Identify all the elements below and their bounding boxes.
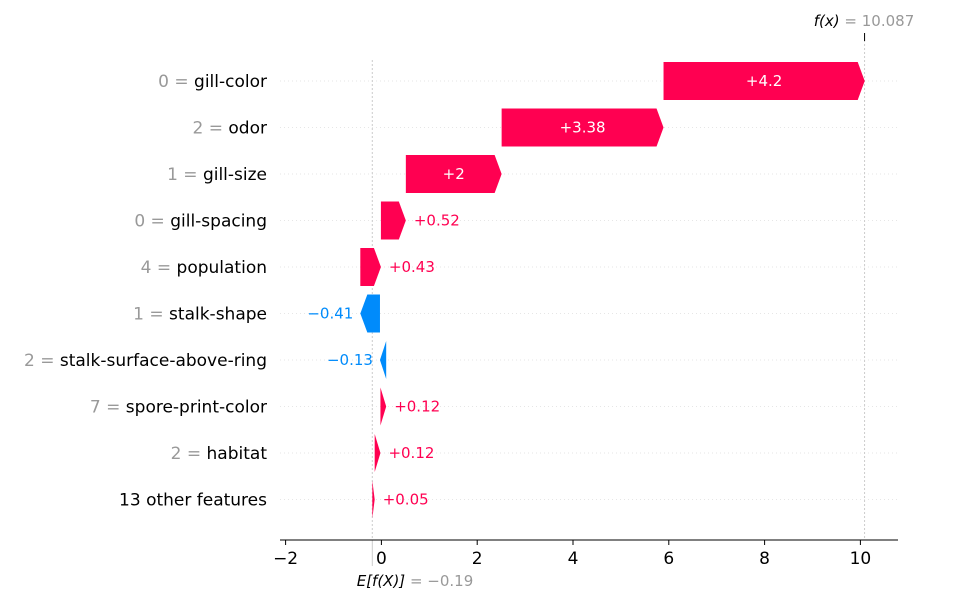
contribution-label: +0.12 — [394, 398, 440, 416]
feature-label: 1 = gill-size — [167, 165, 267, 185]
contribution-label: +0.43 — [389, 258, 435, 276]
x-tick-label: 6 — [663, 549, 674, 569]
waterfall-bar — [360, 294, 380, 333]
feature-value: 4 = — [141, 258, 177, 278]
fx-label: f(x) — [814, 12, 840, 30]
feature-label: 4 = population — [141, 258, 267, 278]
base-label: E[f(X)] — [357, 572, 406, 590]
x-axis: −2 0 2 4 6 8 10 — [273, 539, 898, 569]
feature-value: 7 = — [90, 398, 126, 418]
contribution-label: −0.13 — [327, 351, 373, 369]
feature-label: 1 = stalk-shape — [133, 305, 267, 325]
feature-name: gill-spacing — [170, 212, 267, 232]
x-tick-label: 4 — [568, 549, 579, 569]
bar-layer — [360, 62, 865, 519]
feature-name: habitat — [207, 444, 268, 464]
contribution-label: +4.2 — [746, 72, 782, 90]
contribution-label: −0.41 — [307, 305, 353, 323]
feature-label: 0 = gill-color — [158, 72, 267, 92]
x-tick-label: 8 — [759, 549, 770, 569]
waterfall-bar — [501, 108, 664, 147]
feature-name: odor — [228, 119, 267, 139]
x-tick-label: −2 — [273, 549, 298, 569]
feature-name: population — [177, 258, 267, 278]
base-value: = −0.19 — [410, 572, 473, 590]
feature-name: stalk-shape — [169, 305, 267, 325]
waterfall-bar — [380, 201, 406, 240]
feature-value: 0 = — [134, 212, 170, 232]
feature-label: 13 other features — [119, 491, 267, 511]
feature-value: 0 = — [158, 72, 194, 92]
waterfall-bar — [380, 387, 387, 426]
contribution-label: +0.05 — [383, 491, 429, 509]
x-tick-label: 0 — [376, 549, 387, 569]
contribution-label: +2 — [443, 165, 465, 183]
feature-name: stalk-surface-above-ring — [60, 351, 267, 371]
feature-name: spore-print-color — [126, 398, 267, 418]
x-tick-label: 2 — [472, 549, 483, 569]
feature-label: 2 = habitat — [171, 444, 268, 464]
contribution-label: +0.12 — [388, 444, 434, 462]
feature-label: 2 = odor — [193, 119, 267, 139]
waterfall-bar — [374, 434, 381, 472]
feature-name: gill-color — [194, 72, 267, 92]
feature-value: 1 = — [133, 305, 169, 325]
waterfall-bar — [372, 480, 375, 519]
x-tick-label: 10 — [850, 549, 872, 569]
feature-value: 2 = — [193, 119, 229, 139]
feature-name: 13 other features — [119, 491, 267, 511]
waterfall-bar — [379, 341, 387, 379]
feature-value: 2 = — [171, 444, 207, 464]
base-annotation: E[f(X)] = −0.19 — [357, 572, 474, 590]
feature-value: 1 = — [167, 165, 203, 185]
contribution-label: +0.52 — [414, 212, 460, 230]
feature-label: 2 = stalk-surface-above-ring — [24, 351, 267, 371]
feature-label: 0 = gill-spacing — [134, 212, 267, 232]
waterfall-bar — [360, 248, 381, 286]
label-layer: +4.2 0 = gill-color +3.38 2 = odor +2 1 = gil… — [24, 72, 782, 511]
fx-value: = 10.087 — [844, 12, 914, 30]
feature-value: 2 = — [24, 351, 60, 371]
feature-name: gill-size — [203, 165, 267, 185]
contribution-label: +3.38 — [560, 119, 606, 137]
fx-annotation: f(x) = 10.087 — [814, 12, 915, 30]
feature-label: 7 = spore-print-color — [90, 398, 267, 418]
waterfall-bar — [405, 155, 502, 193]
waterfall-bar — [663, 62, 865, 100]
